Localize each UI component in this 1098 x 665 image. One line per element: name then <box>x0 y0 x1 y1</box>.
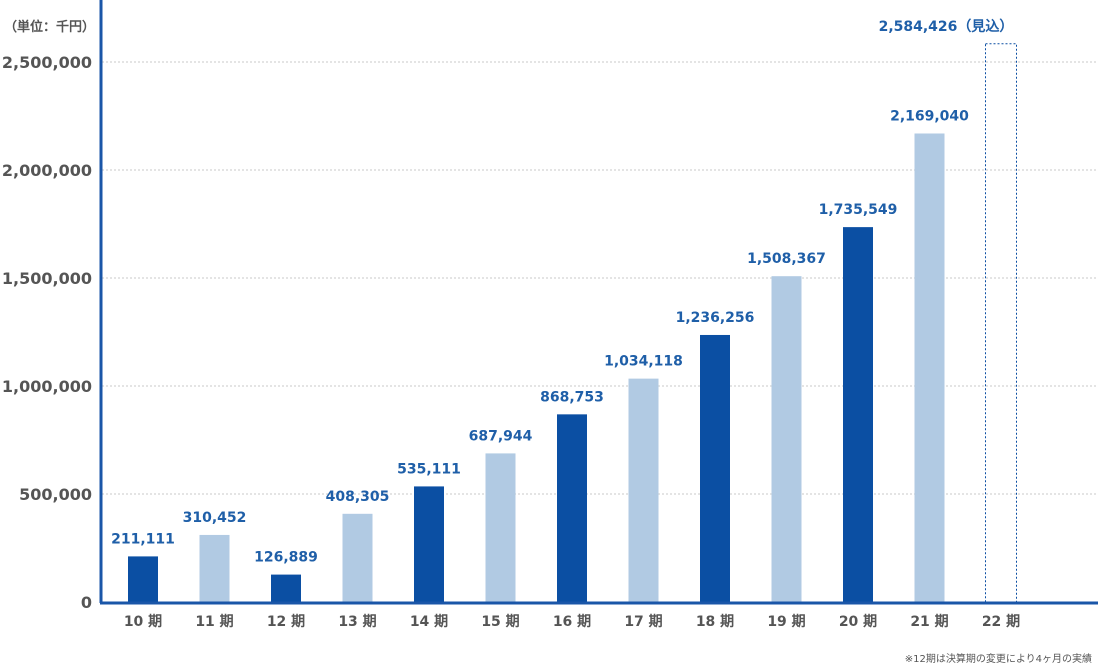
x-tick-label: 19 期 <box>767 614 805 630</box>
data-label: 2,584,426（見込） <box>879 18 1014 35</box>
y-tick-label: 1,500,000 <box>2 269 92 288</box>
bar <box>843 227 873 603</box>
footnote: ※12期は決算期の変更により4ヶ月の実績 <box>904 654 1092 665</box>
x-tick-label: 10 期 <box>124 614 162 630</box>
bar <box>199 534 230 602</box>
x-tick-label: 15 期 <box>481 614 519 630</box>
data-label: 310,452 <box>183 510 247 526</box>
y-tick-label: 500,000 <box>19 485 92 504</box>
unit-label: （単位：千円） <box>4 20 96 35</box>
x-tick-label: 22 期 <box>982 614 1020 630</box>
data-label: 126,889 <box>254 550 318 566</box>
data-label: 868,753 <box>540 389 604 405</box>
bar <box>342 513 373 602</box>
bar <box>271 574 301 602</box>
bar <box>414 486 444 602</box>
y-tick-label: 2,500,000 <box>2 53 92 72</box>
data-label: 408,305 <box>326 489 390 505</box>
data-label: 1,735,549 <box>819 202 898 218</box>
data-label: 535,111 <box>397 461 461 477</box>
data-label: 211,111 <box>111 531 175 547</box>
x-tick-label: 11 期 <box>195 614 233 630</box>
x-tick-label: 12 期 <box>267 614 305 630</box>
y-tick-label: 1,000,000 <box>2 377 92 396</box>
x-tick-label: 20 期 <box>839 614 877 630</box>
y-tick-label: 0 <box>81 593 92 612</box>
data-label: 2,169,040 <box>890 108 969 124</box>
x-tick-label: 17 期 <box>624 614 662 630</box>
x-tick-label: 18 期 <box>696 614 734 630</box>
x-tick-label: 14 期 <box>410 614 448 630</box>
bar <box>628 378 659 602</box>
x-tick-label: 13 期 <box>338 614 376 630</box>
x-tick-label: 21 期 <box>910 614 948 630</box>
bar <box>771 276 802 602</box>
y-tick-label: 2,000,000 <box>2 161 92 180</box>
data-label: 687,944 <box>469 428 533 444</box>
bar <box>557 414 587 602</box>
data-label: 1,236,256 <box>676 310 755 326</box>
bar-forecast <box>985 43 1017 603</box>
data-label: 1,508,367 <box>747 251 826 267</box>
bar <box>700 334 730 602</box>
data-label: 1,034,118 <box>604 354 683 370</box>
x-tick-label: 16 期 <box>553 614 591 630</box>
bar <box>128 556 158 602</box>
bar <box>914 133 945 602</box>
bar <box>485 453 516 602</box>
